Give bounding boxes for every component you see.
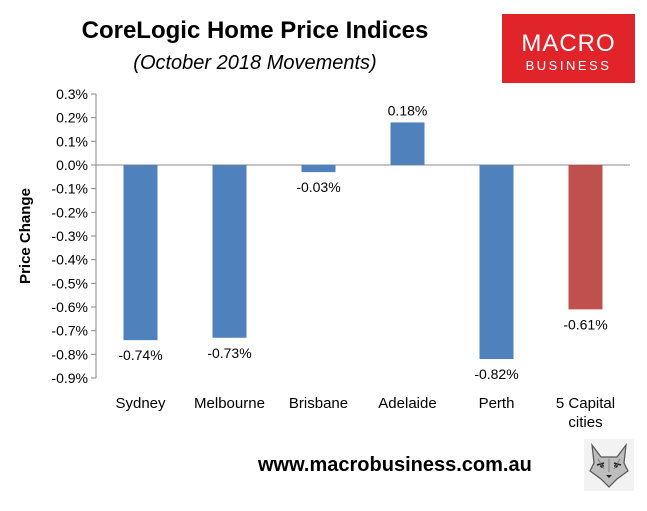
logo-line-2: BUSINESS	[525, 58, 612, 73]
y-tick-label: -0.5%	[51, 275, 88, 291]
y-tick-label: -0.7%	[51, 323, 88, 339]
category-label: cities	[568, 414, 602, 431]
y-tick-label: -0.6%	[51, 299, 88, 315]
data-label: -0.82%	[474, 366, 518, 382]
category-label: Brisbane	[289, 395, 348, 412]
wolf-head-icon	[584, 439, 634, 491]
data-label: -0.73%	[207, 345, 251, 361]
y-axis-title: Price Change	[17, 188, 34, 284]
bar	[568, 165, 603, 310]
y-tick-label: -0.1%	[51, 181, 88, 197]
y-tick-label: -0.9%	[51, 370, 88, 386]
footer-url: www.macrobusiness.com.au	[258, 454, 532, 476]
data-label: -0.74%	[118, 347, 162, 363]
y-tick-label: 0.0%	[56, 157, 88, 173]
category-label: Melbourne	[194, 395, 265, 412]
y-tick-label: -0.4%	[51, 252, 88, 268]
bar	[301, 165, 336, 173]
bar	[479, 165, 514, 360]
category-label: Perth	[479, 395, 515, 412]
macrobusiness-logo: MACRO BUSINESS	[502, 14, 635, 83]
chart-title: CoreLogic Home Price Indices	[81, 17, 429, 44]
y-tick-label: -0.8%	[51, 346, 88, 362]
data-label: 0.18%	[388, 102, 428, 118]
chart-subtitle: (October 2018 Movements)	[133, 52, 377, 74]
bar	[123, 165, 158, 341]
y-tick-label: -0.2%	[51, 204, 88, 220]
y-tick-label: 0.1%	[56, 133, 88, 149]
bar	[212, 165, 247, 338]
data-label: -0.03%	[296, 179, 340, 195]
category-label: Adelaide	[378, 395, 436, 412]
category-label: 5 Capital	[556, 395, 615, 412]
data-label: -0.61%	[563, 316, 607, 332]
logo-line-1: MACRO	[521, 30, 616, 57]
y-tick-label: -0.3%	[51, 228, 88, 244]
category-label: Sydney	[115, 395, 166, 412]
bar	[390, 122, 425, 165]
y-tick-label: 0.2%	[56, 110, 88, 126]
y-tick-label: 0.3%	[56, 86, 88, 102]
